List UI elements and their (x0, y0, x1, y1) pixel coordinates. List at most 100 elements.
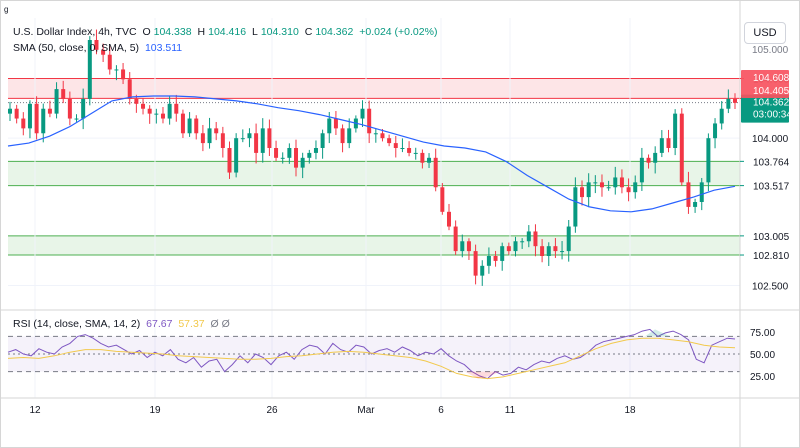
candle-body (134, 98, 139, 104)
candle-body (513, 241, 518, 252)
x-axis-label: 26 (266, 405, 278, 416)
candle-body (713, 123, 718, 139)
candle-body (480, 265, 485, 276)
candle-body (446, 211, 451, 227)
legend-row-sma: SMA (50, close, 0, SMA, 5) 103.511 (13, 42, 185, 54)
badge-support2_bottom: 102.810 (753, 251, 790, 262)
candle-body (566, 226, 571, 252)
candle-body (673, 113, 678, 148)
support-zone-1 (8, 161, 740, 186)
candle-body (21, 118, 26, 129)
candle-body (626, 187, 631, 193)
candle-body (114, 69, 119, 71)
candle-body (194, 118, 199, 134)
candle-body (413, 152, 418, 154)
legend-change: +0.024 (+0.02%) (359, 26, 438, 38)
candle-body (47, 108, 52, 114)
candle-body (187, 118, 192, 134)
candle-body (400, 148, 405, 149)
candle-body (147, 108, 152, 114)
candle-body (679, 113, 684, 183)
candle-body (67, 98, 72, 119)
rsi-label: RSI (14, close, SMA, 14, 2) (13, 318, 141, 330)
candle-body (34, 103, 39, 134)
legend-open-label: O (142, 26, 151, 38)
candle-body (540, 246, 545, 256)
candle-body (227, 148, 232, 173)
candle-body (141, 103, 146, 109)
candle-body (127, 79, 132, 99)
candle-body (154, 113, 159, 115)
candle-body (220, 133, 225, 148)
zones-layer (8, 77, 740, 256)
x-axis-label: 18 (624, 405, 636, 416)
countdown-text: 03:00:34 (753, 110, 792, 121)
candle-body (573, 187, 578, 227)
legend-row-rsi: RSI (14, close, SMA, 14, 2) 67.67 57.37 … (13, 318, 233, 330)
badge-support1_top: 103.764 (753, 157, 790, 168)
rsi-ma-line (7, 337, 736, 380)
candle-body (427, 157, 432, 163)
candle-body (639, 157, 644, 183)
current-price-text: 104.362 (753, 98, 790, 109)
badges-layer: 104.608 104.405 103.764 103.517 103.005 102.8… (740, 70, 792, 263)
candle-body (121, 69, 126, 80)
candle-body (706, 138, 711, 183)
legend-low: 104.310 (260, 26, 299, 38)
candle-body (393, 143, 398, 148)
candle-body (300, 157, 305, 168)
sma-layer (7, 95, 736, 213)
candle-body (533, 231, 538, 247)
candle-body (41, 108, 46, 134)
candle-body (54, 89, 59, 114)
candle-body (586, 182, 591, 198)
candle-body (520, 241, 525, 243)
candle-body (473, 251, 478, 276)
candle-body (240, 138, 245, 140)
candle-body (407, 148, 412, 153)
candle-body (493, 256, 498, 261)
candle-body (27, 103, 32, 129)
candle-body (653, 152, 658, 163)
candle-body (294, 148, 299, 168)
legend-close: 104.362 (315, 26, 354, 38)
candle-body (633, 182, 638, 193)
x-axis-label: 12 (29, 405, 41, 416)
candle-body (207, 128, 212, 144)
rsi-axis-label: 75.00 (750, 328, 775, 339)
corner-glyph: g (4, 5, 9, 14)
resistance-badge-top: 104.608 (753, 73, 790, 84)
candle-body (420, 152, 425, 163)
legend-high-label: H (197, 26, 206, 38)
candle-body (593, 182, 598, 184)
candle-body (560, 251, 565, 253)
legend-close-label: C (304, 26, 313, 38)
badge-bg-support2_top (741, 228, 788, 243)
candle-body (340, 128, 345, 144)
rsi-layer (0, 309, 800, 380)
candle-body (526, 231, 531, 242)
candle-body (646, 157, 651, 163)
candle-body (460, 241, 465, 252)
candle-body (546, 246, 551, 256)
candle-body (613, 177, 618, 188)
candle-body (287, 148, 292, 158)
candle-body (433, 157, 438, 188)
candle-body (373, 133, 378, 135)
badge-bg-support1_bottom (741, 178, 788, 193)
candle-body (107, 54, 112, 70)
candle-body (247, 133, 252, 139)
candle-body (440, 187, 445, 212)
currency-button[interactable]: USD (744, 22, 786, 44)
candle-body (81, 98, 86, 119)
sma-value: 103.511 (144, 42, 183, 54)
candle-body (693, 202, 698, 207)
candle-body (659, 138, 664, 153)
rsi-extra: Ø Ø (210, 318, 230, 330)
candle-body (387, 138, 392, 144)
badge-support2_top: 103.005 (753, 232, 790, 243)
candle-body (506, 246, 511, 252)
candle-body (180, 113, 185, 134)
